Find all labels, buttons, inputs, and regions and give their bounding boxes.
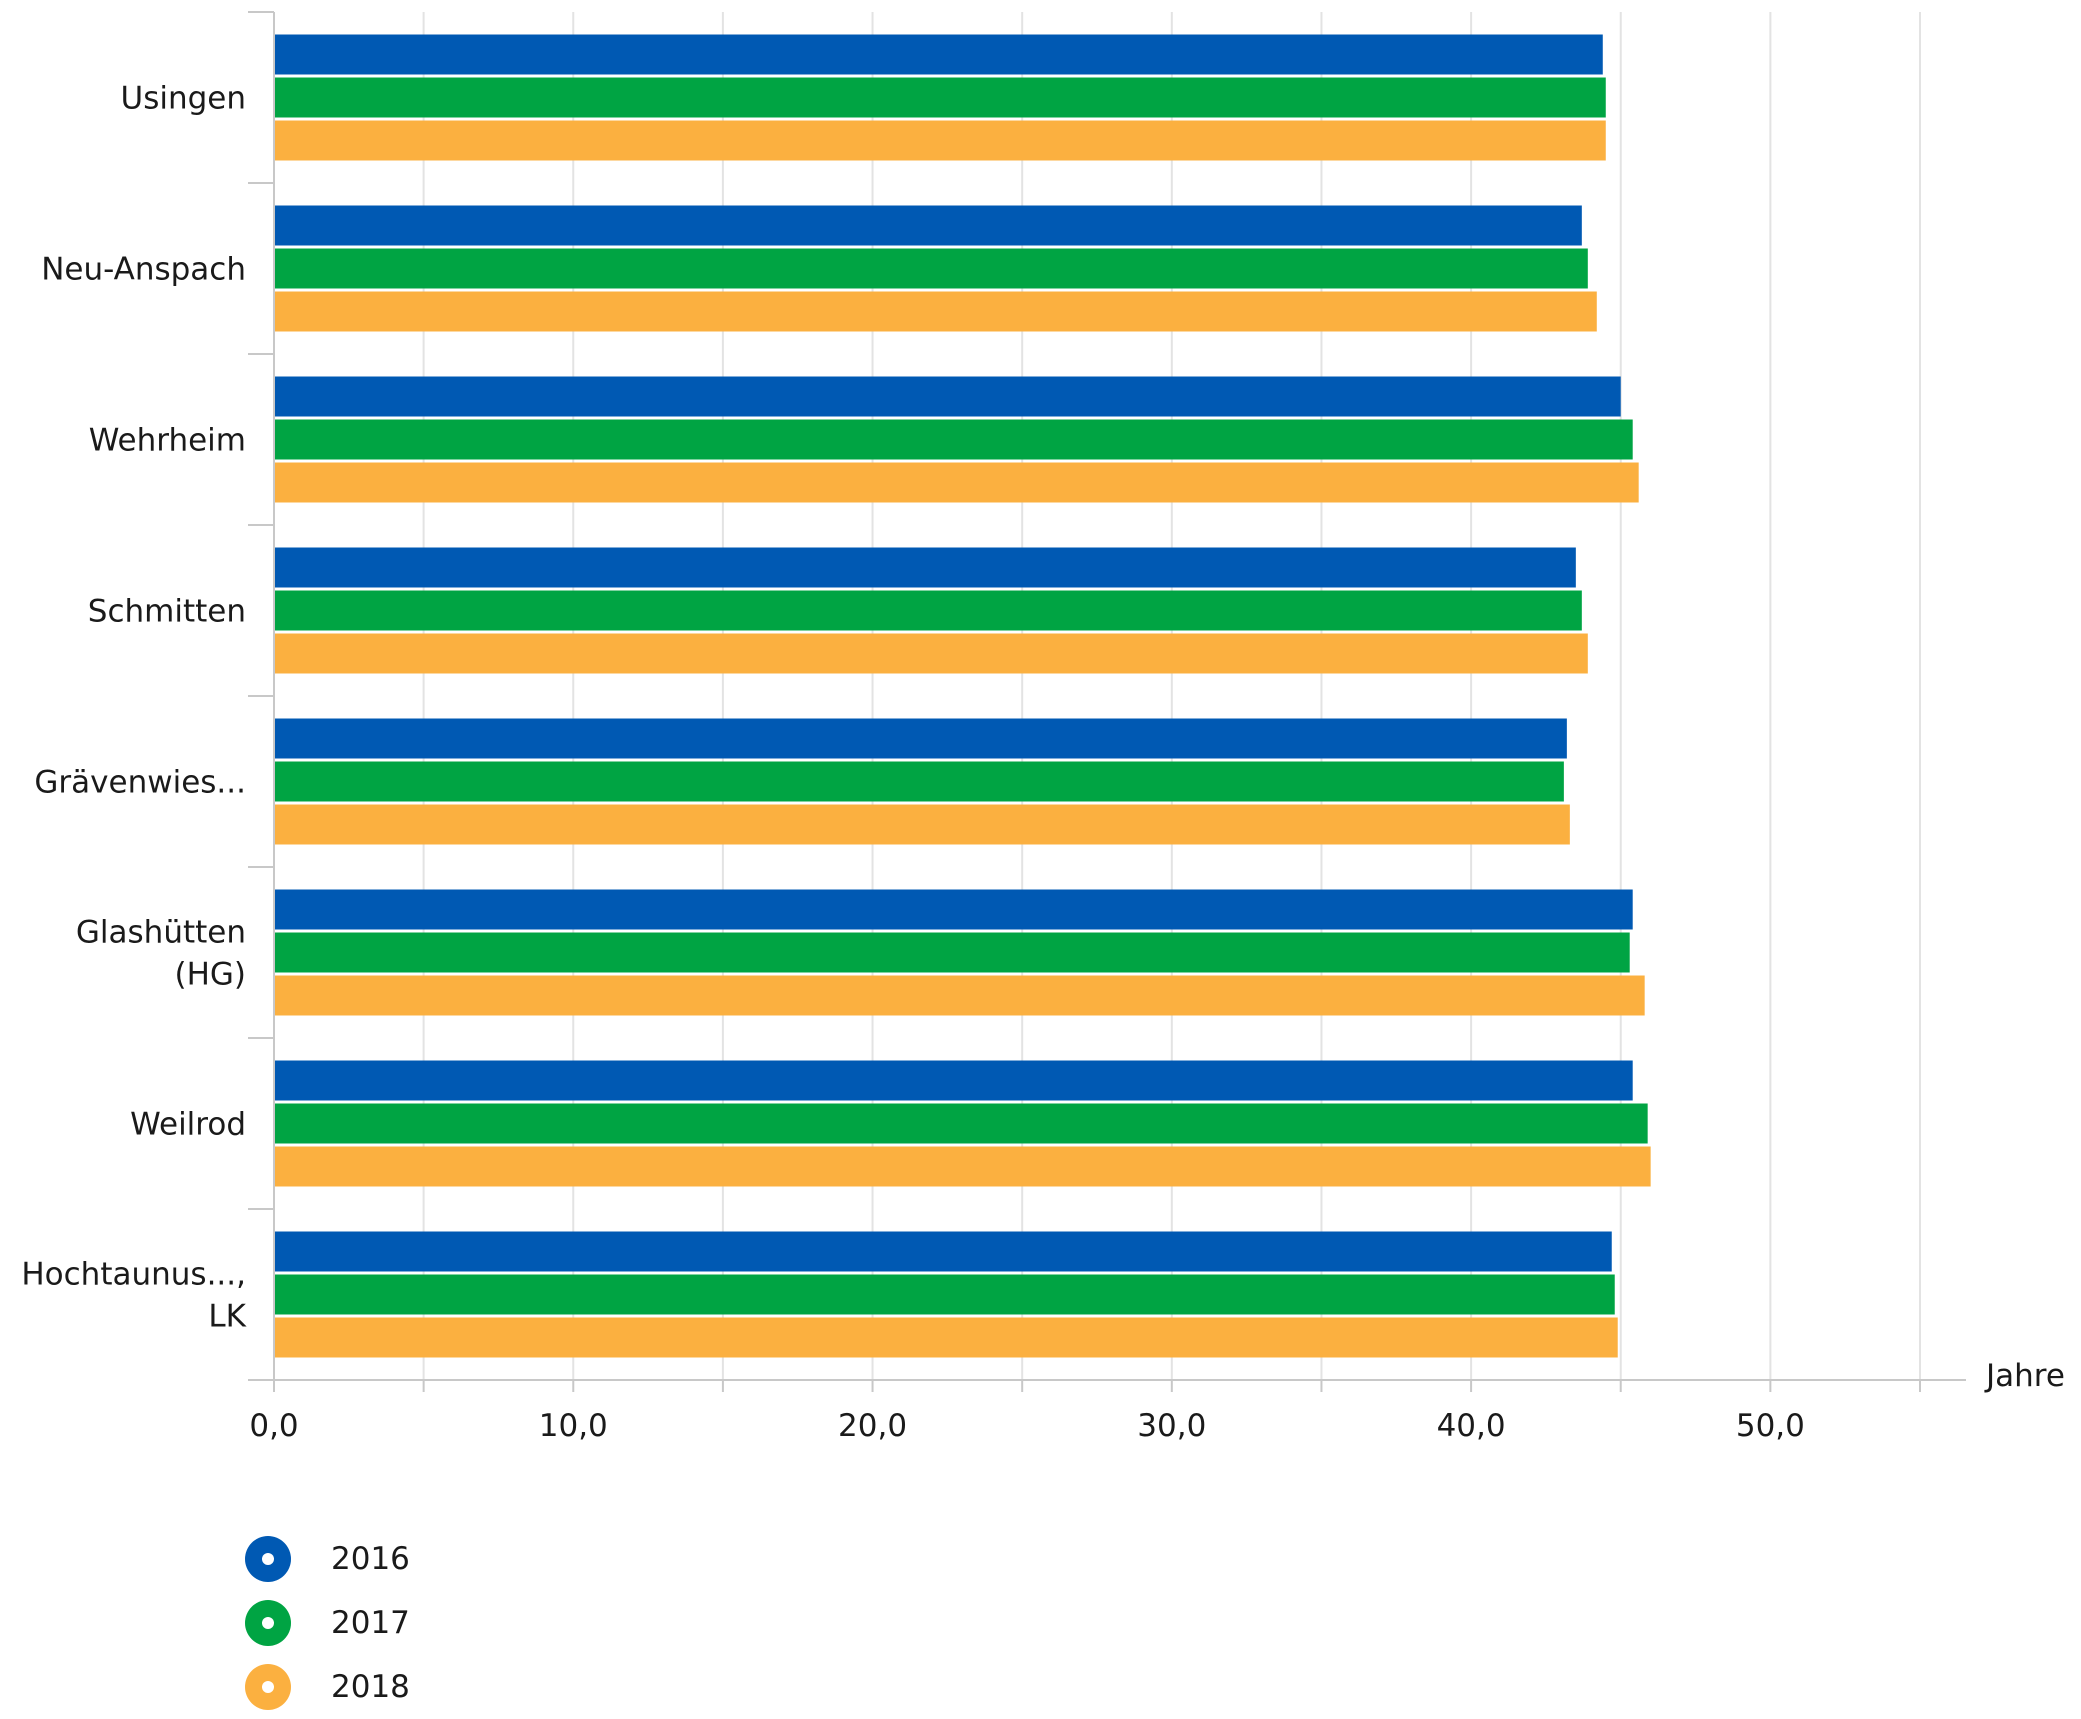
x-tick-label: 30,0 xyxy=(1137,1408,1206,1444)
bar-2016[interactable] xyxy=(274,1060,1633,1101)
bar-2017[interactable] xyxy=(274,1103,1648,1144)
axes xyxy=(248,11,1966,1392)
bar-2017[interactable] xyxy=(274,761,1564,802)
category-label-line: LK xyxy=(208,1299,246,1335)
legend-label: 2018 xyxy=(331,1669,410,1705)
category-label-line: Schmitten xyxy=(88,594,246,630)
legend-item-2016[interactable]: 2016 xyxy=(245,1527,410,1591)
category-label: Weilrod xyxy=(130,1107,246,1143)
bar-2018[interactable] xyxy=(274,633,1588,674)
category-label: Grävenwies... xyxy=(34,765,246,801)
bar-2016[interactable] xyxy=(274,1231,1612,1272)
bar-2016[interactable] xyxy=(274,34,1603,75)
bar-2016[interactable] xyxy=(274,547,1576,588)
category-label-line: Usingen xyxy=(121,81,247,117)
bar-2018[interactable] xyxy=(274,1146,1651,1187)
category-label-line: Neu-Anspach xyxy=(41,252,246,288)
bar-2017[interactable] xyxy=(274,248,1588,289)
bar-2018[interactable] xyxy=(274,804,1570,845)
bar-2017[interactable] xyxy=(274,590,1582,631)
legend-item-2018[interactable]: 2018 xyxy=(245,1655,410,1719)
bar-2017[interactable] xyxy=(274,932,1630,973)
x-tick-label: 50,0 xyxy=(1736,1408,1805,1444)
x-axis-unit-label: Jahre xyxy=(1984,1358,2065,1394)
x-tick-label: 40,0 xyxy=(1437,1408,1506,1444)
legend-marker-icon xyxy=(245,1664,291,1710)
category-label-line: Hochtaunus..., xyxy=(21,1257,246,1293)
category-label-line: Glashütten xyxy=(76,915,246,951)
bar-2016[interactable] xyxy=(274,205,1582,246)
category-label: Neu-Anspach xyxy=(41,252,246,288)
category-label: Usingen xyxy=(121,81,247,117)
category-label: Schmitten xyxy=(88,594,246,630)
category-label: Wehrheim xyxy=(89,423,246,459)
category-label-line: Grävenwies... xyxy=(34,765,246,801)
bars xyxy=(274,34,1651,1358)
category-label-line: (HG) xyxy=(174,957,246,993)
x-tick-label: 0,0 xyxy=(249,1408,298,1444)
x-tick-label: 20,0 xyxy=(838,1408,907,1444)
bar-2018[interactable] xyxy=(274,291,1597,332)
x-tick-label: 10,0 xyxy=(539,1408,608,1444)
legend: 2016 2017 2018 xyxy=(245,1527,410,1719)
legend-label: 2017 xyxy=(331,1605,410,1641)
category-label-line: Weilrod xyxy=(130,1107,246,1143)
bar-2018[interactable] xyxy=(274,120,1606,161)
bar-2018[interactable] xyxy=(274,1317,1618,1358)
bar-2017[interactable] xyxy=(274,1274,1615,1315)
bar-2017[interactable] xyxy=(274,419,1633,460)
legend-label: 2016 xyxy=(331,1541,410,1577)
bar-2016[interactable] xyxy=(274,718,1567,759)
legend-marker-icon xyxy=(245,1536,291,1582)
category-labels: Usingen Neu-Anspach Wehrheim Schmitten Gräve… xyxy=(21,81,246,1335)
legend-marker-icon xyxy=(245,1600,291,1646)
bar-2016[interactable] xyxy=(274,376,1621,417)
bar-2017[interactable] xyxy=(274,77,1606,118)
x-tick-labels: 0,0 10,0 20,0 30,0 40,0 50,0 xyxy=(249,1408,1805,1444)
legend-item-2017[interactable]: 2017 xyxy=(245,1591,410,1655)
bar-2018[interactable] xyxy=(274,462,1639,503)
bar-2018[interactable] xyxy=(274,975,1645,1016)
category-label: Hochtaunus..., LK xyxy=(21,1257,246,1335)
category-label-line: Wehrheim xyxy=(89,423,246,459)
bar-2016[interactable] xyxy=(274,889,1633,930)
category-label: Glashütten (HG) xyxy=(76,915,246,993)
